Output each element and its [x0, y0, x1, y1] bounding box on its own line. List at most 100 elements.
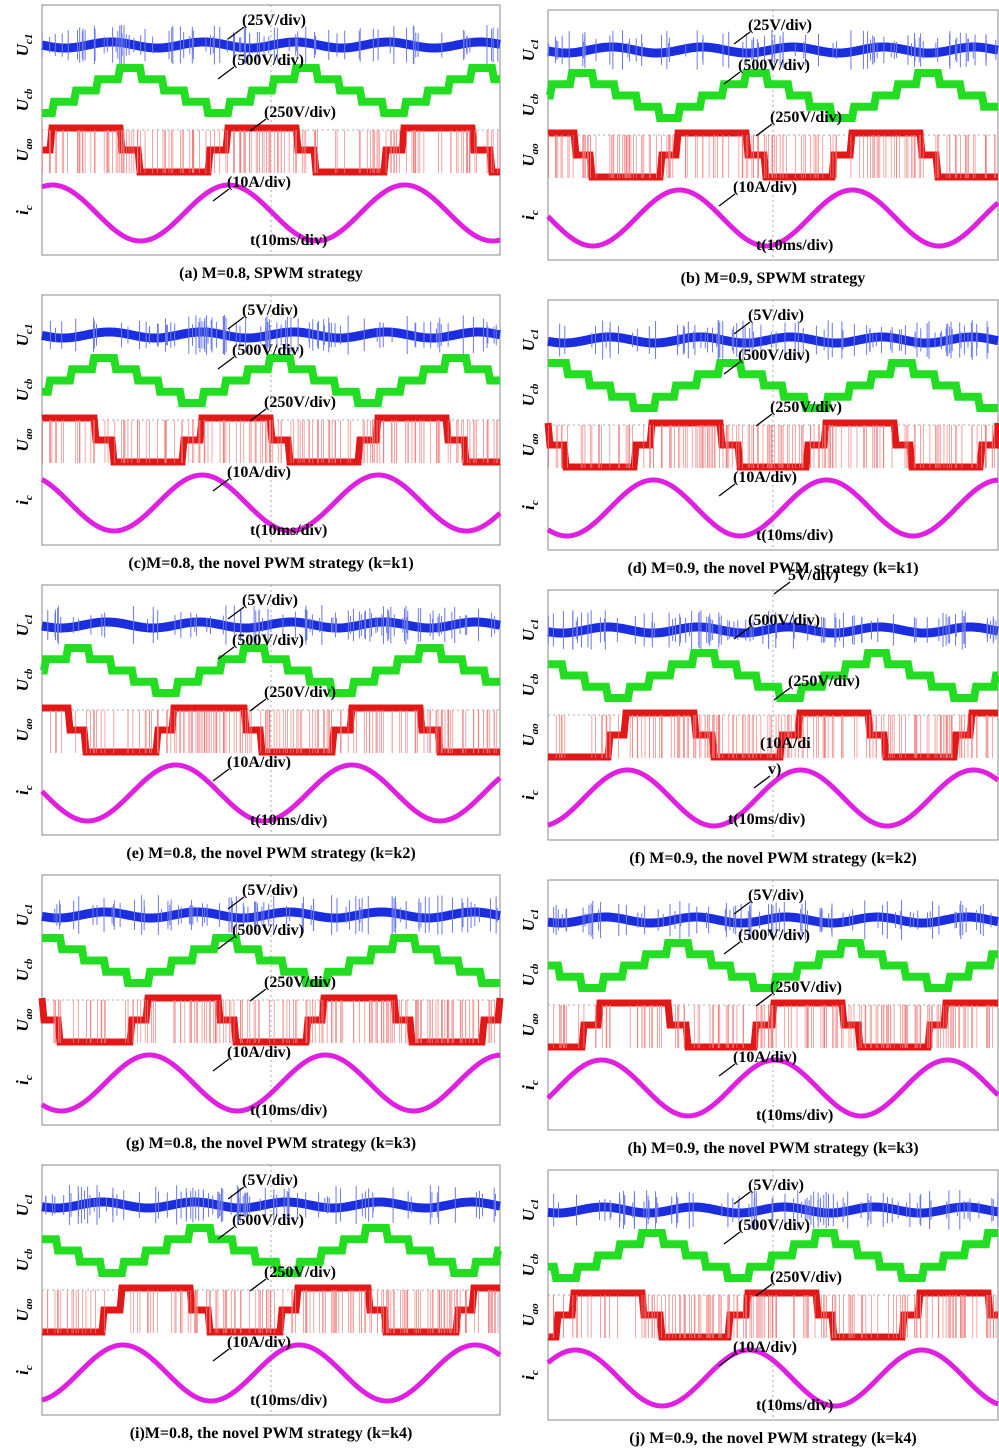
channel-sub: ao — [23, 138, 35, 150]
channel-sub: c — [23, 495, 35, 500]
channel-label: Uao — [519, 1013, 541, 1037]
scale-annotation: (250V/div) — [264, 104, 336, 121]
scale-annotation: v) — [768, 761, 781, 778]
channel-label: Uao — [13, 428, 35, 452]
channel-label: Ucb — [13, 668, 35, 691]
channel-base: U — [519, 973, 538, 986]
scale-annotation: (250V/div) — [770, 109, 842, 126]
channel-base: U — [519, 1263, 538, 1276]
channel-sub: c — [23, 205, 35, 210]
scale-annotation: t(10ms/div) — [250, 232, 327, 249]
scale-annotation: (250V/div) — [264, 394, 336, 411]
channel-base: U — [13, 388, 32, 401]
figure: Uc1UcbUaoic(25V/div)(500V/div)(250V/div)… — [0, 0, 999, 1450]
channel-sub: ao — [529, 1303, 541, 1315]
channel-sub: cb — [23, 1248, 35, 1259]
channel-sub: c — [529, 790, 541, 795]
panel-caption: (c)M=0.8, the novel PWM strategy (k=k1) — [128, 555, 413, 572]
channel-label: Ucb — [13, 1248, 35, 1271]
panel-caption: (d) M=0.9, the novel PWM strategy (k=k1) — [627, 560, 918, 577]
channel-label: Uc1 — [13, 614, 35, 637]
channel-base: U — [13, 1019, 32, 1032]
panel: Uc1UcbUaoic(25V/div)(500V/div)(250V/div)… — [519, 10, 998, 287]
panel: Uc1UcbUaoic(25V/div)(500V/div)(250V/div)… — [13, 5, 500, 282]
scale-annotation: 5V/div) — [788, 567, 839, 584]
channel-sub: c1 — [529, 909, 541, 919]
channel-label: Uao — [13, 1008, 35, 1032]
scale-annotation: (250V/div) — [788, 673, 860, 690]
panel-caption: (a) M=0.8, SPWM strategy — [179, 265, 363, 282]
channel-label: ic — [13, 1365, 35, 1375]
channel-label: Ucb — [519, 673, 541, 696]
channel-sub: c — [529, 210, 541, 215]
scale-annotation: t(10ms/div) — [250, 1392, 327, 1409]
scale-annotation: t(10ms/div) — [250, 812, 327, 829]
channel-sub: c — [529, 1370, 541, 1375]
channel-label: Uao — [519, 1303, 541, 1327]
scale-annotation: (25V/div) — [748, 17, 812, 34]
scale-annotation: t(10ms/div) — [756, 237, 833, 254]
channel-base: U — [13, 1203, 32, 1216]
panel: Uc1UcbUaoic(5V/div)(500V/div)(250V/div)(… — [13, 1165, 500, 1442]
scale-annotation: (10A/di — [760, 735, 811, 752]
panel-caption: (f) M=0.9, the novel PWM strategy (k=k2) — [629, 850, 917, 867]
channel-base: U — [519, 48, 538, 61]
channel-label: Ucb — [13, 378, 35, 401]
channel-sub: c1 — [23, 324, 35, 334]
panel: Uc1UcbUaoic(5V/div)(500V/div)(250V/div)(… — [13, 585, 500, 862]
channel-label: Uc1 — [13, 1194, 35, 1217]
channel-label: Uc1 — [13, 904, 35, 927]
channel-sub: cb — [23, 378, 35, 389]
scale-annotation: (5V/div) — [748, 307, 804, 324]
scale-annotation: (25V/div) — [242, 12, 306, 29]
panel-caption: (b) M=0.9, SPWM strategy — [681, 270, 866, 287]
panel-caption: (j) M=0.9, the novel PWM strategy (k=k4) — [629, 1430, 917, 1447]
channel-label: Uao — [13, 718, 35, 742]
channel-label: Uc1 — [13, 324, 35, 347]
scale-annotation: (500V/div) — [232, 632, 304, 649]
scale-annotation: (500V/div) — [738, 927, 810, 944]
channel-sub: ao — [23, 428, 35, 440]
channel-sub: ao — [23, 718, 35, 730]
channel-sub: cb — [23, 88, 35, 99]
scale-annotation: (250V/div) — [770, 1269, 842, 1286]
channel-label: ic — [13, 785, 35, 795]
channel-base: U — [519, 1314, 538, 1327]
channel-sub: c1 — [23, 34, 35, 44]
channel-label: Uc1 — [519, 39, 541, 62]
channel-sub: c1 — [529, 329, 541, 339]
scale-annotation: t(10ms/div) — [250, 522, 327, 539]
channel-base: U — [13, 678, 32, 691]
scale-annotation: (250V/div) — [264, 684, 336, 701]
channel-sub: ao — [529, 433, 541, 445]
channel-label: ic — [13, 1075, 35, 1085]
channel-base: U — [519, 628, 538, 641]
scale-annotation: t(10ms/div) — [756, 527, 833, 544]
scale-annotation: (250V/div) — [770, 979, 842, 996]
scale-annotation: (500V/div) — [748, 612, 820, 629]
channel-sub: c1 — [529, 1199, 541, 1209]
channel-label: Ucb — [519, 1253, 541, 1276]
channel-sub: ao — [529, 1013, 541, 1025]
channel-sub: c — [23, 1075, 35, 1080]
channel-sub: cb — [529, 383, 541, 394]
channel-sub: c1 — [529, 39, 541, 49]
scale-annotation: (250V/div) — [264, 974, 336, 991]
channel-label: Uc1 — [519, 1199, 541, 1222]
channel-label: Ucb — [13, 958, 35, 981]
channel-sub: c — [23, 1365, 35, 1370]
channel-sub: cb — [529, 963, 541, 974]
channel-label: Ucb — [519, 93, 541, 116]
scale-annotation: (500V/div) — [232, 1212, 304, 1229]
scale-annotation: (250V/div) — [264, 1264, 336, 1281]
channel-label: Uao — [13, 138, 35, 162]
channel-label: Uc1 — [519, 909, 541, 932]
channel-base: U — [519, 103, 538, 116]
channel-sub: ao — [529, 143, 541, 155]
channel-base: U — [13, 1258, 32, 1271]
scale-annotation: (5V/div) — [242, 592, 298, 609]
channel-base: U — [13, 729, 32, 742]
panel: Uc1UcbUaoic(5V/div)(500V/div)(250V/div)(… — [519, 880, 998, 1157]
channel-sub: cb — [23, 958, 35, 969]
scale-annotation: (10A/div) — [227, 464, 291, 481]
